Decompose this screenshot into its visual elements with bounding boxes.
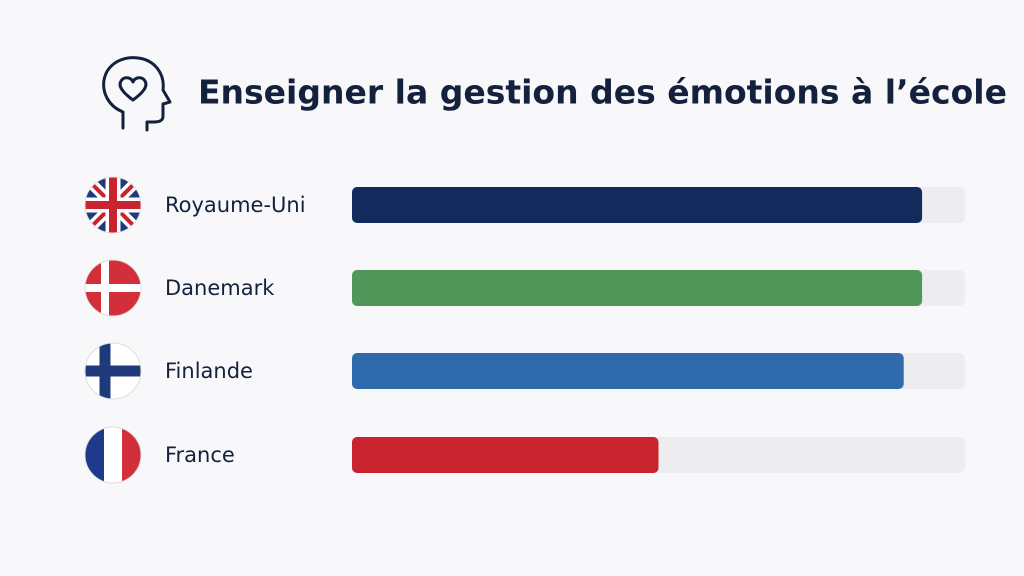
bar: [352, 437, 659, 473]
bar: [352, 270, 923, 306]
bar: [352, 353, 904, 389]
flag-dk: [85, 260, 141, 316]
category-label: Royaume-Uni: [165, 193, 306, 217]
bar: [352, 187, 923, 223]
flag-uk: [85, 177, 141, 233]
category-label: France: [165, 443, 235, 467]
chart-title: Enseigner la gestion des émotions à l’éc…: [198, 73, 1007, 112]
category-label: Danemark: [165, 276, 275, 300]
head-icon: [102, 56, 172, 132]
flag-fr: [85, 427, 141, 483]
flag-fi: [85, 343, 141, 399]
category-label: Finlande: [165, 359, 253, 383]
flag-rims: [84, 176, 142, 484]
